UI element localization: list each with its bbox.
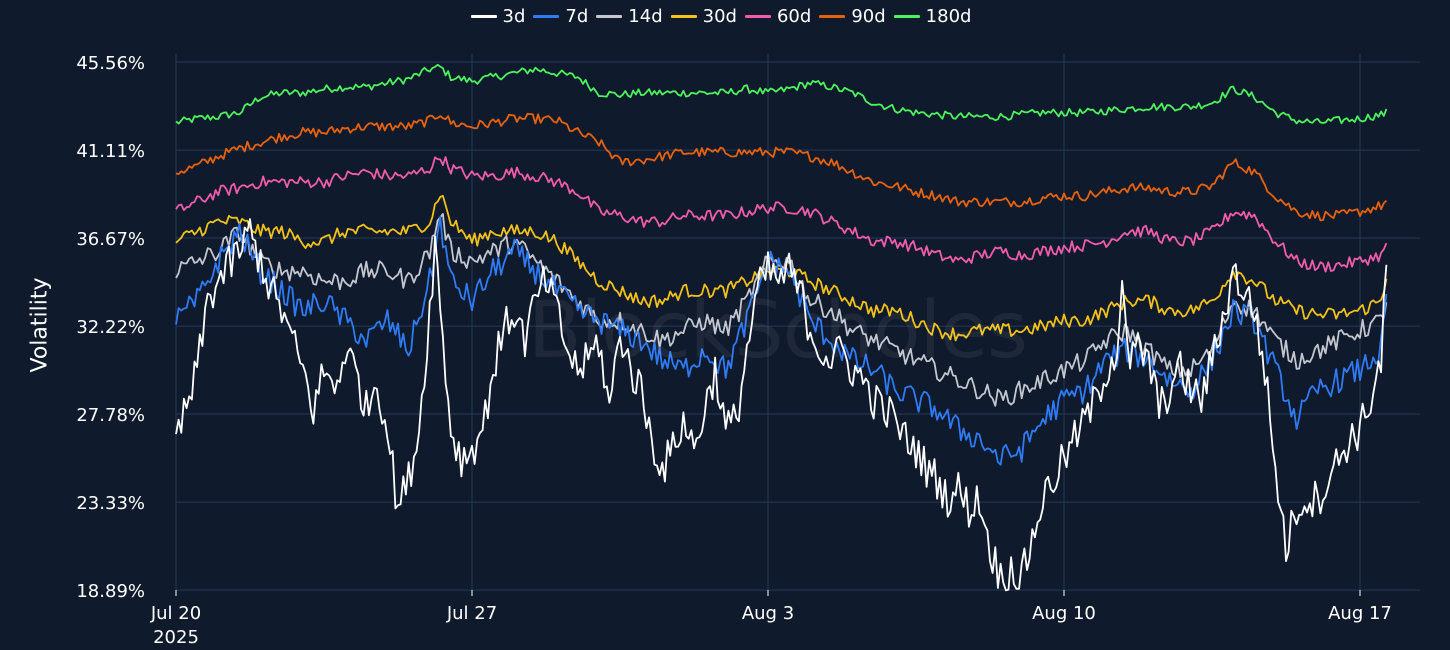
- legend-item-60d[interactable]: 60d: [744, 6, 812, 27]
- y-axis-label: Volatility: [27, 277, 53, 373]
- legend-swatch: [596, 15, 623, 18]
- legend-label: 14d: [628, 6, 663, 27]
- legend-swatch: [470, 15, 497, 18]
- series-line-180d: [175, 63, 1388, 125]
- x-tick-label: Aug 3: [742, 603, 794, 624]
- x-tick-label: Jul 27: [446, 603, 497, 624]
- legend-item-180d[interactable]: 180d: [893, 6, 972, 27]
- legend-item-14d[interactable]: 14d: [596, 6, 663, 27]
- legend-item-7d[interactable]: 7d: [533, 6, 588, 27]
- y-tick-label: 36.67%: [76, 229, 145, 250]
- legend-swatch: [670, 15, 697, 18]
- y-tick-label: 45.56%: [76, 53, 145, 74]
- y-tick-label: 41.11%: [76, 141, 145, 162]
- x-tick-label: Aug 10: [1032, 603, 1096, 624]
- legend-item-90d[interactable]: 90d: [819, 6, 886, 27]
- legend-label: 60d: [776, 6, 812, 27]
- legend-swatch: [533, 15, 560, 18]
- legend-swatch: [819, 15, 846, 18]
- y-tick-label: 18.89%: [76, 581, 145, 602]
- chart-legend: 3d 7d 14d 30d 60d 90d 180d: [0, 6, 1450, 27]
- x-tick-label: Jul 20: [150, 603, 201, 624]
- legend-item-30d[interactable]: 30d: [670, 6, 737, 27]
- y-tick-label: 32.22%: [76, 317, 145, 338]
- series-line-60d: [175, 156, 1388, 273]
- series-line-90d: [175, 112, 1388, 222]
- y-tick-label: 27.78%: [76, 405, 145, 426]
- x-tick-label: Aug 17: [1328, 603, 1392, 624]
- legend-label: 7d: [565, 6, 589, 27]
- series-line-3d: [175, 218, 1388, 592]
- legend-label: 180d: [925, 6, 972, 27]
- legend-label: 90d: [851, 6, 886, 27]
- legend-label: 30d: [702, 6, 737, 27]
- watermark: BlockScholes: [528, 286, 1028, 376]
- x-tick-sublabel: 2025: [153, 627, 199, 648]
- y-tick-label: 23.33%: [76, 493, 145, 514]
- legend-swatch: [893, 15, 920, 18]
- legend-item-3d[interactable]: 3d: [470, 6, 526, 27]
- legend-label: 3d: [502, 6, 526, 27]
- legend-swatch: [744, 15, 771, 18]
